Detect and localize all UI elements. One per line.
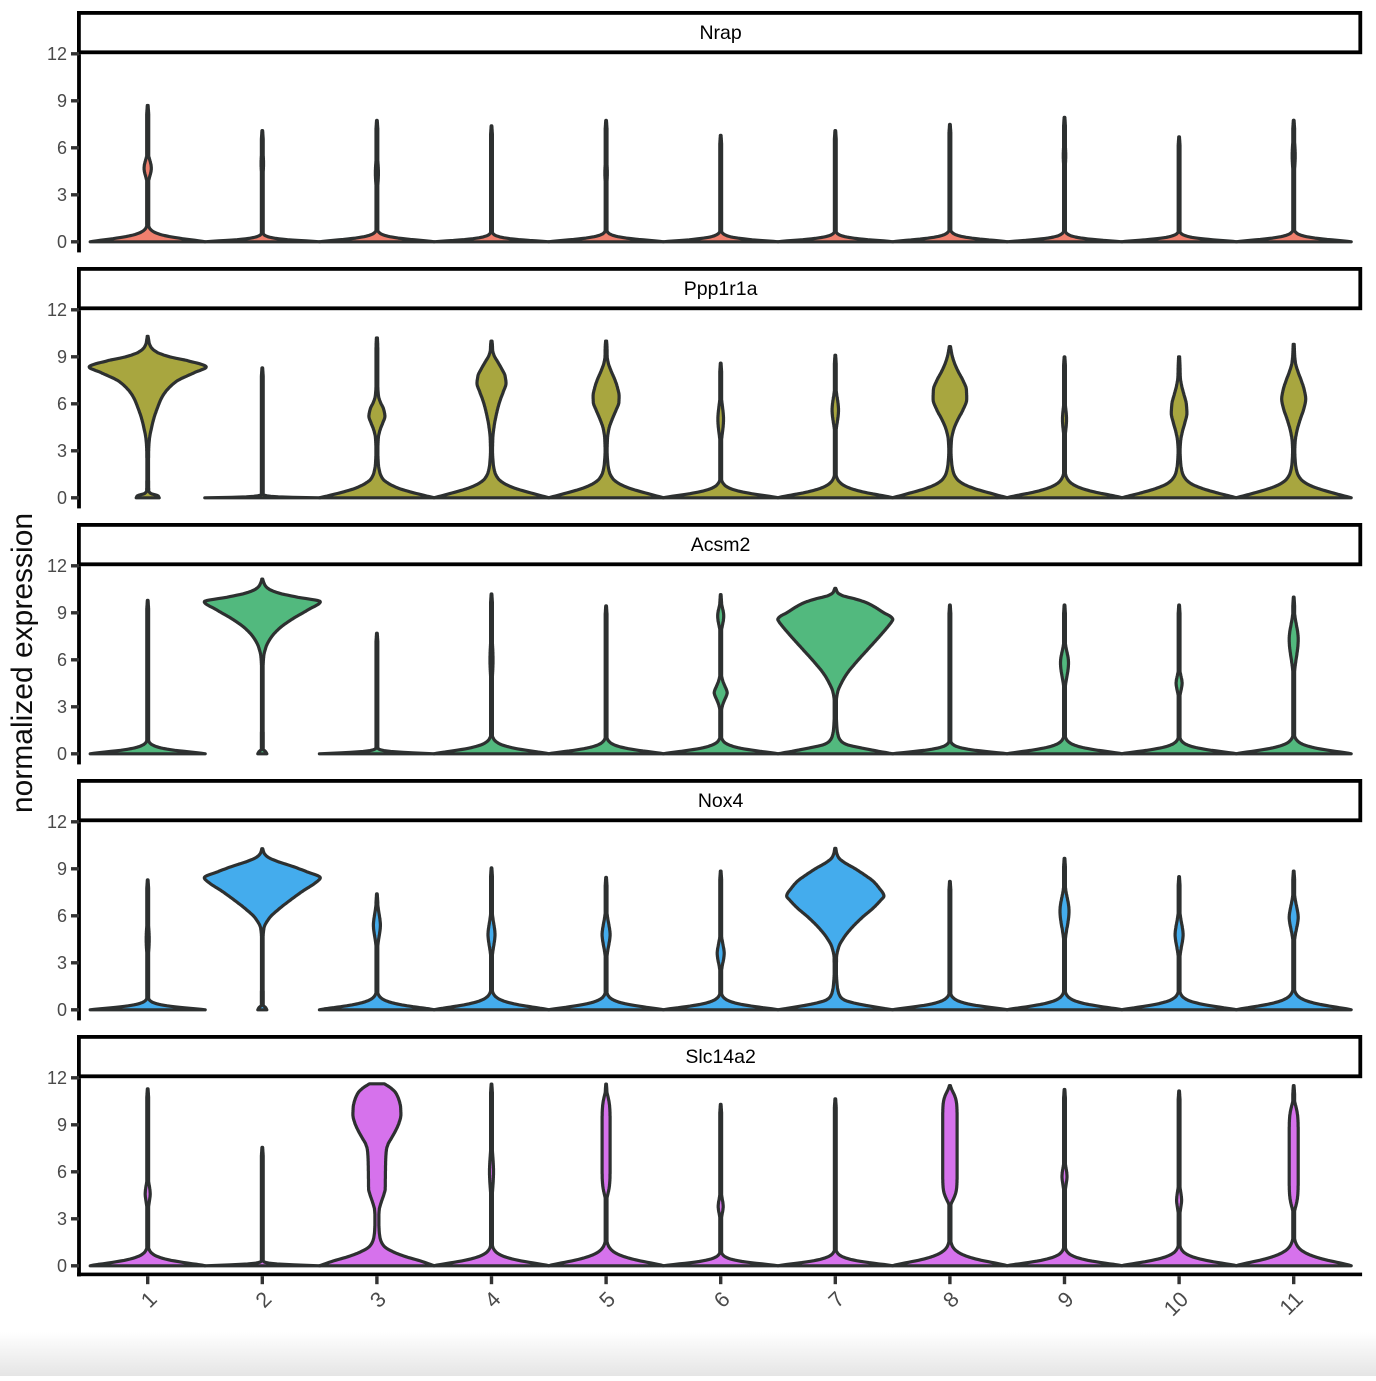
svg-text:Acsm2: Acsm2 — [691, 534, 751, 556]
svg-text:12: 12 — [47, 812, 67, 832]
svg-text:Nrap: Nrap — [699, 22, 741, 44]
svg-text:3: 3 — [57, 1209, 67, 1229]
svg-text:9: 9 — [57, 1115, 67, 1135]
svg-text:9: 9 — [57, 91, 67, 111]
svg-text:12: 12 — [47, 300, 67, 320]
svg-text:6: 6 — [57, 650, 67, 670]
svg-text:3: 3 — [57, 953, 67, 973]
svg-text:0: 0 — [57, 744, 67, 764]
svg-text:9: 9 — [57, 859, 67, 879]
svg-text:6: 6 — [57, 906, 67, 926]
svg-text:3: 3 — [57, 697, 67, 717]
svg-text:Nox4: Nox4 — [698, 790, 744, 812]
svg-text:12: 12 — [47, 44, 67, 64]
svg-text:12: 12 — [47, 1068, 67, 1088]
svg-text:Slc14a2: Slc14a2 — [685, 1046, 755, 1068]
svg-text:0: 0 — [57, 488, 67, 508]
svg-text:0: 0 — [57, 1256, 67, 1276]
svg-text:0: 0 — [57, 232, 67, 252]
svg-text:0: 0 — [57, 1000, 67, 1020]
svg-text:9: 9 — [57, 347, 67, 367]
svg-text:3: 3 — [57, 441, 67, 461]
svg-text:Ppp1r1a: Ppp1r1a — [684, 278, 758, 300]
svg-text:6: 6 — [57, 1162, 67, 1182]
svg-text:9: 9 — [57, 603, 67, 623]
svg-text:6: 6 — [57, 394, 67, 414]
svg-text:normalized expression: normalized expression — [6, 513, 39, 813]
svg-text:3: 3 — [57, 185, 67, 205]
svg-text:12: 12 — [47, 556, 67, 576]
svg-text:6: 6 — [57, 138, 67, 158]
